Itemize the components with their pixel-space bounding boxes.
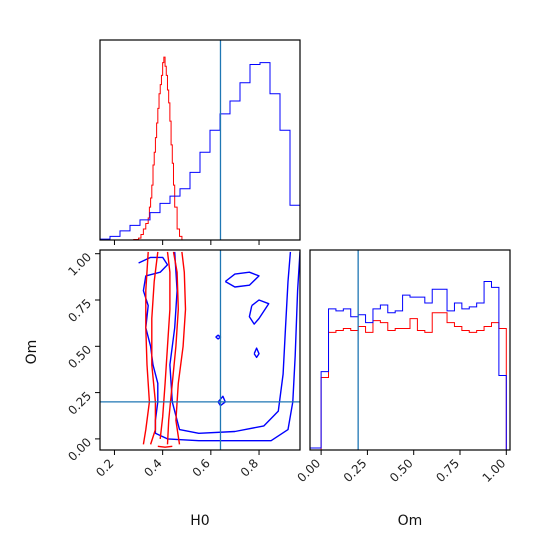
joint-contour-series-a bbox=[149, 251, 159, 445]
h0-xtick-label: 0.6 bbox=[190, 456, 213, 479]
h0-hist-series-b bbox=[100, 62, 300, 240]
joint-contour-series-a bbox=[166, 251, 179, 445]
h0-marginal-frame bbox=[99, 39, 301, 241]
om-axis-label-bottom: Om bbox=[398, 513, 423, 529]
joint-contour-series-b bbox=[224, 271, 260, 288]
h0-hist-series-a bbox=[133, 56, 183, 240]
h0-xtick-label: 0.8 bbox=[238, 456, 261, 479]
om-ytick-label: 0.00 bbox=[65, 435, 94, 464]
om-hist-series-b bbox=[310, 280, 510, 450]
joint-contour-series-b bbox=[169, 251, 292, 434]
joint-contour-series-b bbox=[248, 299, 270, 325]
joint-contour-series-a bbox=[175, 251, 187, 445]
om-hist-xtick-label: 1.00 bbox=[480, 456, 509, 485]
h0-marginal-panel bbox=[99, 39, 301, 245]
om-ytick-label: 0.50 bbox=[65, 343, 94, 372]
om-hist-xtick-label: 0.75 bbox=[433, 456, 462, 485]
joint-contour-series-b bbox=[253, 347, 260, 359]
om-hist-xtick-label: 0.00 bbox=[294, 456, 323, 485]
joint-contour-series-a bbox=[159, 251, 171, 439]
h0-om-joint-panel: 0.2 0.4 0.6 0.8 0.00 0.25 0.50 0.75 1.00 bbox=[65, 249, 301, 480]
joint-contour-series-b bbox=[215, 334, 222, 340]
joint-frame bbox=[99, 249, 301, 451]
om-hist-series-a bbox=[310, 312, 510, 450]
joint-contour-series-b bbox=[217, 395, 226, 407]
om-ytick-label: 0.25 bbox=[65, 389, 94, 418]
joint-contour-series-a bbox=[157, 445, 173, 448]
om-ytick-label: 0.75 bbox=[65, 296, 94, 325]
joint-contour-series-a bbox=[142, 251, 151, 445]
h0-axis-label: H0 bbox=[190, 513, 209, 529]
om-ytick-label: 1.00 bbox=[65, 250, 94, 279]
om-hist-xtick-label: 0.25 bbox=[341, 456, 370, 485]
joint-contour-series-b bbox=[138, 251, 300, 442]
h0-xtick-label: 0.4 bbox=[141, 456, 164, 479]
om-hist-xtick-label: 0.50 bbox=[387, 456, 416, 485]
om-marginal-panel: 0.00 0.25 0.50 0.75 1.00 bbox=[294, 249, 511, 485]
om-marginal-frame bbox=[309, 249, 511, 451]
h0-xtick-label: 0.2 bbox=[93, 456, 116, 479]
om-axis-label-left: Om bbox=[24, 340, 40, 365]
